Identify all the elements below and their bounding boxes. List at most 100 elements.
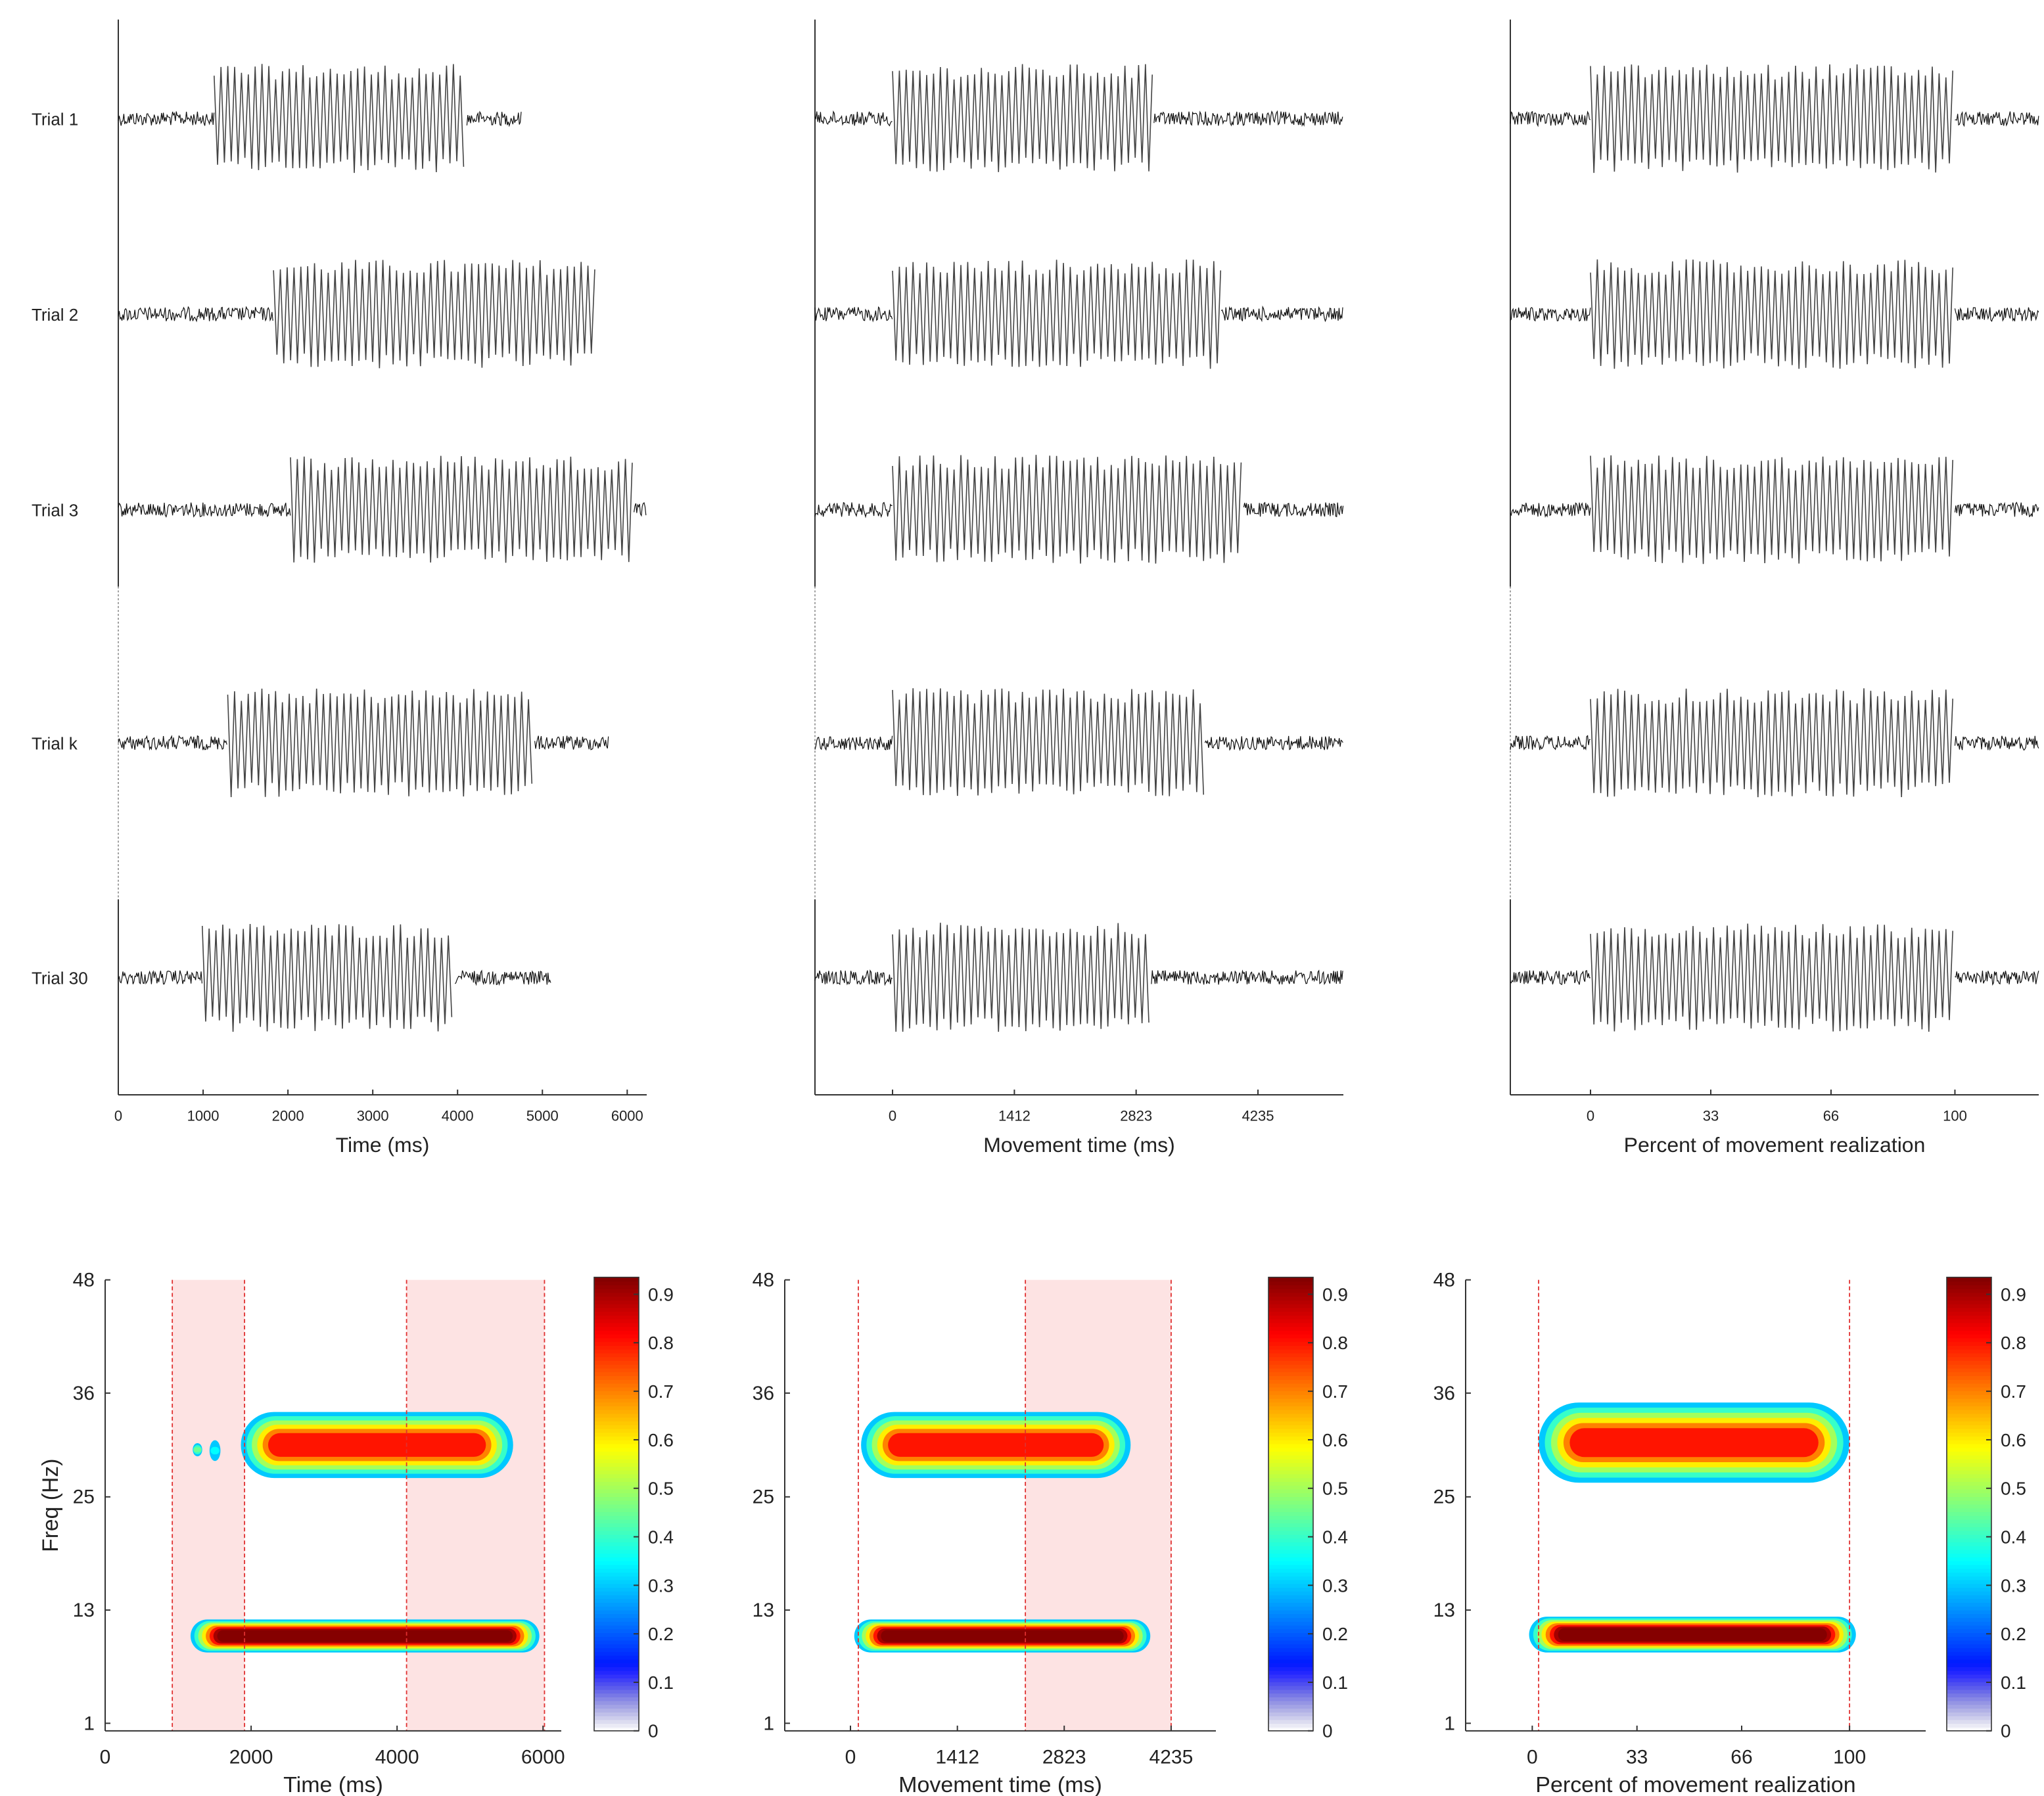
colorbar-strip (1268, 1337, 1313, 1343)
colorbar-strip (1947, 1598, 1991, 1603)
colorbar-strip (1268, 1647, 1313, 1652)
burst (1590, 455, 1953, 564)
colorbar-strip (594, 1292, 639, 1297)
colorbar-strip (1268, 1322, 1313, 1327)
colorbar-strip (1268, 1613, 1313, 1619)
colorbar-strip (594, 1360, 639, 1365)
colorbar-strip (1947, 1523, 1991, 1528)
colorbar-strip (1268, 1379, 1313, 1384)
colorbar-strip (1947, 1288, 1991, 1293)
colorbar-strip (594, 1296, 639, 1301)
colorbar-strip (594, 1579, 639, 1584)
colorbar-strip (1947, 1561, 1991, 1565)
colorbar-strip (594, 1447, 639, 1452)
colorbar-strip (1947, 1602, 1991, 1607)
colorbar-strip (1268, 1356, 1313, 1361)
colorbar-strip (1268, 1473, 1313, 1479)
colorbar-tick-label: 0.4 (1322, 1527, 1348, 1548)
colorbar-strip (1268, 1587, 1313, 1592)
colorbar-strip (1947, 1296, 1991, 1301)
colorbar-strip (594, 1515, 639, 1520)
colorbar-strip (1947, 1719, 1991, 1724)
colorbar-strip (1947, 1439, 1991, 1444)
colorbar-strip (1947, 1292, 1991, 1297)
colorbar-strip (1268, 1515, 1313, 1520)
colorbar-tick-label: 0.8 (2001, 1333, 2026, 1353)
colorbar-strip (1268, 1300, 1313, 1304)
baseline-noise (1510, 735, 1591, 751)
colorbar-strip (1947, 1462, 1991, 1467)
colorbar-strip (1268, 1485, 1313, 1490)
x-tick-label: 0 (114, 1108, 122, 1124)
colorbar-strip (1947, 1644, 1991, 1649)
colorbar-strip (594, 1564, 639, 1569)
shaded-window (172, 1279, 245, 1731)
colorbar-strip (1947, 1379, 1991, 1384)
colorbar-strip (594, 1462, 639, 1467)
colorbar-strip (1268, 1678, 1313, 1682)
colorbar-strip (1947, 1587, 1991, 1592)
colorbar-strip (1947, 1667, 1991, 1671)
colorbar-strip (1268, 1352, 1313, 1358)
colorbar-strip (594, 1685, 639, 1690)
colorbar-strip (594, 1708, 639, 1713)
colorbar-strip (1947, 1542, 1991, 1546)
colorbar-strip (1947, 1606, 1991, 1611)
colorbar-strip (1947, 1663, 1991, 1667)
colorbar-strip (1268, 1277, 1313, 1282)
colorbar-strip (594, 1700, 639, 1705)
x-tick-label: 100 (1943, 1108, 1967, 1124)
colorbar-strip (1947, 1531, 1991, 1535)
x-tick-label: 1000 (187, 1108, 220, 1124)
colorbar-strip (1947, 1322, 1991, 1327)
colorbar-tick-label: 0.5 (2001, 1479, 2026, 1499)
colorbar-strip (1268, 1345, 1313, 1350)
colorbar-strip (1947, 1326, 1991, 1331)
colorbar-strip (1947, 1371, 1991, 1376)
colorbar-strip (594, 1436, 639, 1440)
x-axis-label: Time (ms) (283, 1772, 383, 1796)
colorbar-strip (594, 1277, 639, 1282)
colorbar-strip (594, 1621, 639, 1626)
baseline-noise (814, 501, 893, 518)
colorbar-tick-label: 0.6 (1322, 1430, 1348, 1450)
colorbar-tick-label: 0.7 (648, 1381, 674, 1402)
colorbar-strip (594, 1508, 639, 1513)
x-tick-label: 2823 (1120, 1108, 1152, 1124)
colorbar-strip (1947, 1311, 1991, 1316)
colorbar-tick-label: 0.5 (648, 1479, 674, 1499)
x-tick-label: 4000 (375, 1747, 419, 1768)
colorbar-strip (1947, 1572, 1991, 1577)
colorbar-strip (594, 1337, 639, 1343)
colorbar-strip (594, 1454, 639, 1460)
colorbar-strip (1947, 1352, 1991, 1358)
colorbar-strip (594, 1689, 639, 1694)
colorbar-strip (1268, 1285, 1313, 1289)
colorbar-strip (594, 1333, 639, 1339)
colorbar-strip (1947, 1515, 1991, 1520)
colorbar-strip (594, 1591, 639, 1596)
x-tick-label: 0 (889, 1108, 896, 1124)
colorbar-strip (1268, 1557, 1313, 1561)
colorbar-tick-label: 0.8 (1322, 1333, 1348, 1353)
burst (892, 688, 1205, 796)
trial-label: Trial 3 (32, 501, 78, 520)
colorbar-strip (1947, 1424, 1991, 1429)
colorbar-strip (1268, 1667, 1313, 1671)
baseline-noise (118, 306, 273, 323)
colorbar-strip (1268, 1288, 1313, 1293)
colorbar-strip (1268, 1477, 1313, 1483)
colorbar-strip (594, 1387, 639, 1391)
colorbar-strip (1947, 1409, 1991, 1414)
colorbar-strip (1268, 1451, 1313, 1456)
colorbar-strip (1947, 1451, 1991, 1456)
colorbar-strip (1947, 1469, 1991, 1475)
colorbar-tick-label: 0.7 (2001, 1381, 2026, 1402)
colorbar-strip (594, 1715, 639, 1720)
colorbar-strip (594, 1682, 639, 1686)
baseline-noise (1510, 307, 1591, 322)
colorbar-strip (1947, 1655, 1991, 1660)
colorbar-strip (594, 1379, 639, 1384)
y-tick-label: 1 (83, 1713, 95, 1734)
colorbar-strip (1947, 1591, 1991, 1596)
